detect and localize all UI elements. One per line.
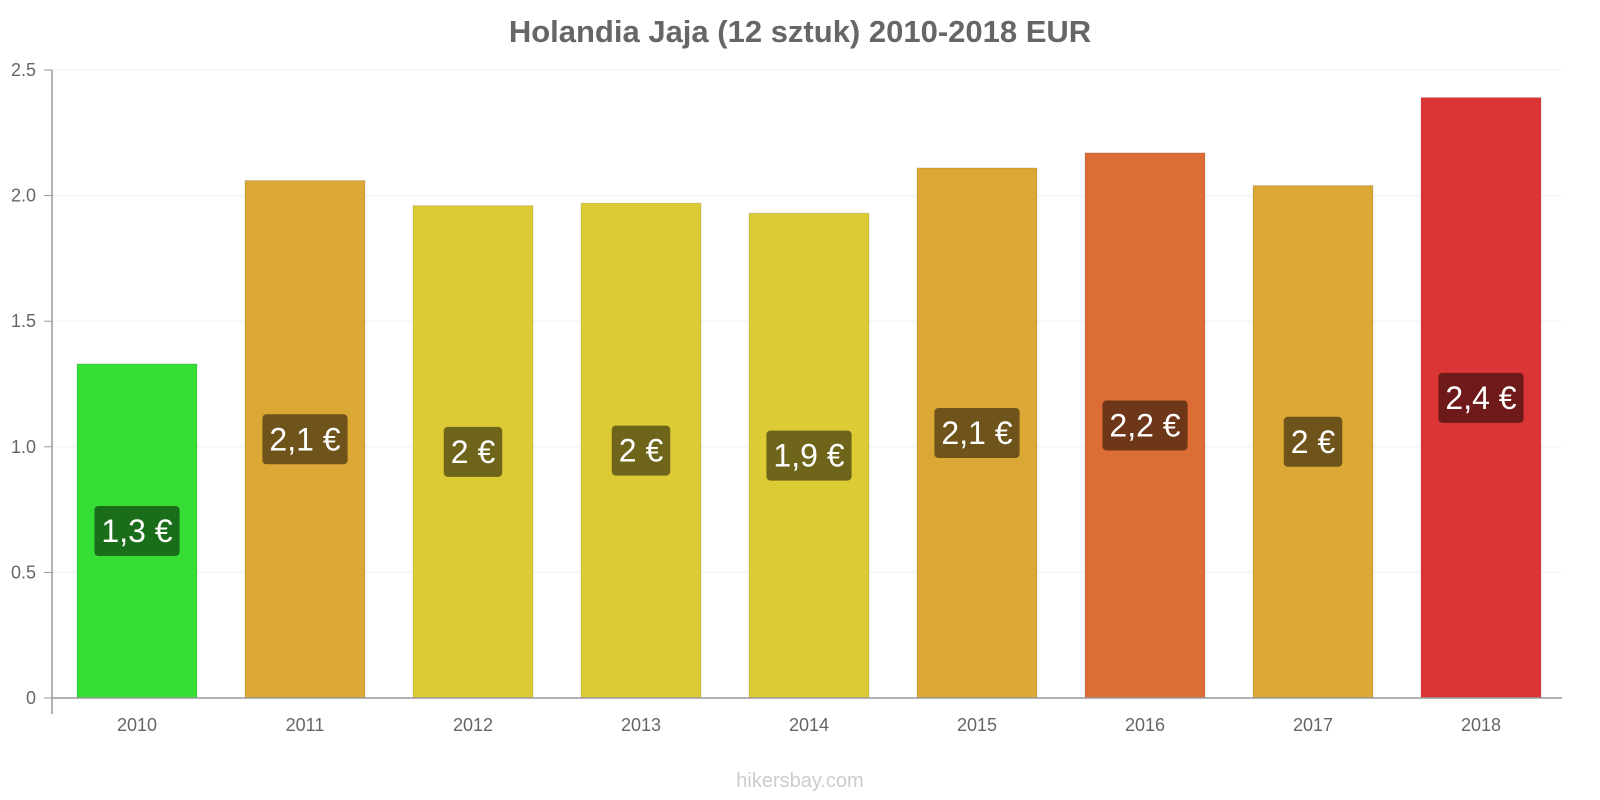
data-labels: 1,3 € 2,1 € 2 € 2 € 1,9 € 2,1 € 2,2 € 2 € 2,4 € (94, 372, 1524, 556)
data-label-text: 2,1 € (269, 421, 340, 457)
data-label-text: 2 € (451, 434, 496, 470)
data-label-text: 2,1 € (941, 415, 1012, 451)
y-tick-label: 1.0 (11, 437, 36, 457)
data-label-box (934, 407, 1020, 458)
x-tick-label: 2014 (789, 715, 829, 735)
x-tick-label: 2015 (957, 715, 997, 735)
data-label-2014: 1,9 € (766, 430, 852, 481)
x-tick-label: 2018 (1461, 715, 1501, 735)
x-tick-label: 2017 (1293, 715, 1333, 735)
x-tick-label: 2011 (286, 715, 325, 735)
y-tick-label: 0 (26, 688, 36, 708)
x-tick-label: 2013 (621, 715, 661, 735)
data-label-box (611, 425, 671, 476)
data-label-box (1438, 372, 1524, 423)
data-label-2015: 2,1 € (934, 407, 1020, 458)
data-label-2012: 2 € (443, 426, 503, 477)
data-label-text: 2,4 € (1445, 380, 1516, 416)
data-label-text: 2,2 € (1109, 407, 1180, 443)
x-tick-label: 2010 (117, 715, 157, 735)
data-label-2010: 1,3 € (94, 505, 180, 556)
data-label-text: 1,3 € (101, 513, 172, 549)
data-label-box (262, 414, 348, 465)
bars (76, 97, 1542, 699)
x-tick-label: 2016 (1125, 715, 1165, 735)
data-label-2013: 2 € (611, 425, 671, 476)
data-label-box (94, 505, 180, 556)
data-label-text: 2 € (619, 433, 664, 469)
data-label-box (1102, 400, 1188, 451)
data-label-2011: 2,1 € (262, 414, 348, 465)
data-label-2016: 2,2 € (1102, 400, 1188, 451)
watermark: hikersbay.com (736, 770, 864, 792)
data-label-box (1283, 416, 1343, 467)
x-tick-label: 2012 (453, 715, 493, 735)
y-tick-label: 0.5 (11, 562, 36, 582)
data-label-text: 2 € (1291, 424, 1336, 460)
data-label-2018: 2,4 € (1438, 372, 1524, 423)
y-tick-label: 2.0 (11, 186, 36, 206)
data-label-text: 1,9 € (773, 438, 844, 474)
axes: 0 0.5 1.0 1.5 2.0 2.5 2010 2011 2012 2013 2014 2015… (11, 60, 1562, 735)
data-label-box (443, 426, 503, 477)
data-label-2017: 2 € (1283, 416, 1343, 467)
y-tick-label: 1.5 (11, 311, 36, 331)
y-tick-label: 2.5 (11, 60, 36, 80)
chart-title: Holandia Jaja (12 sztuk) 2010-2018 EUR (508, 14, 1092, 49)
data-label-box (766, 430, 852, 481)
